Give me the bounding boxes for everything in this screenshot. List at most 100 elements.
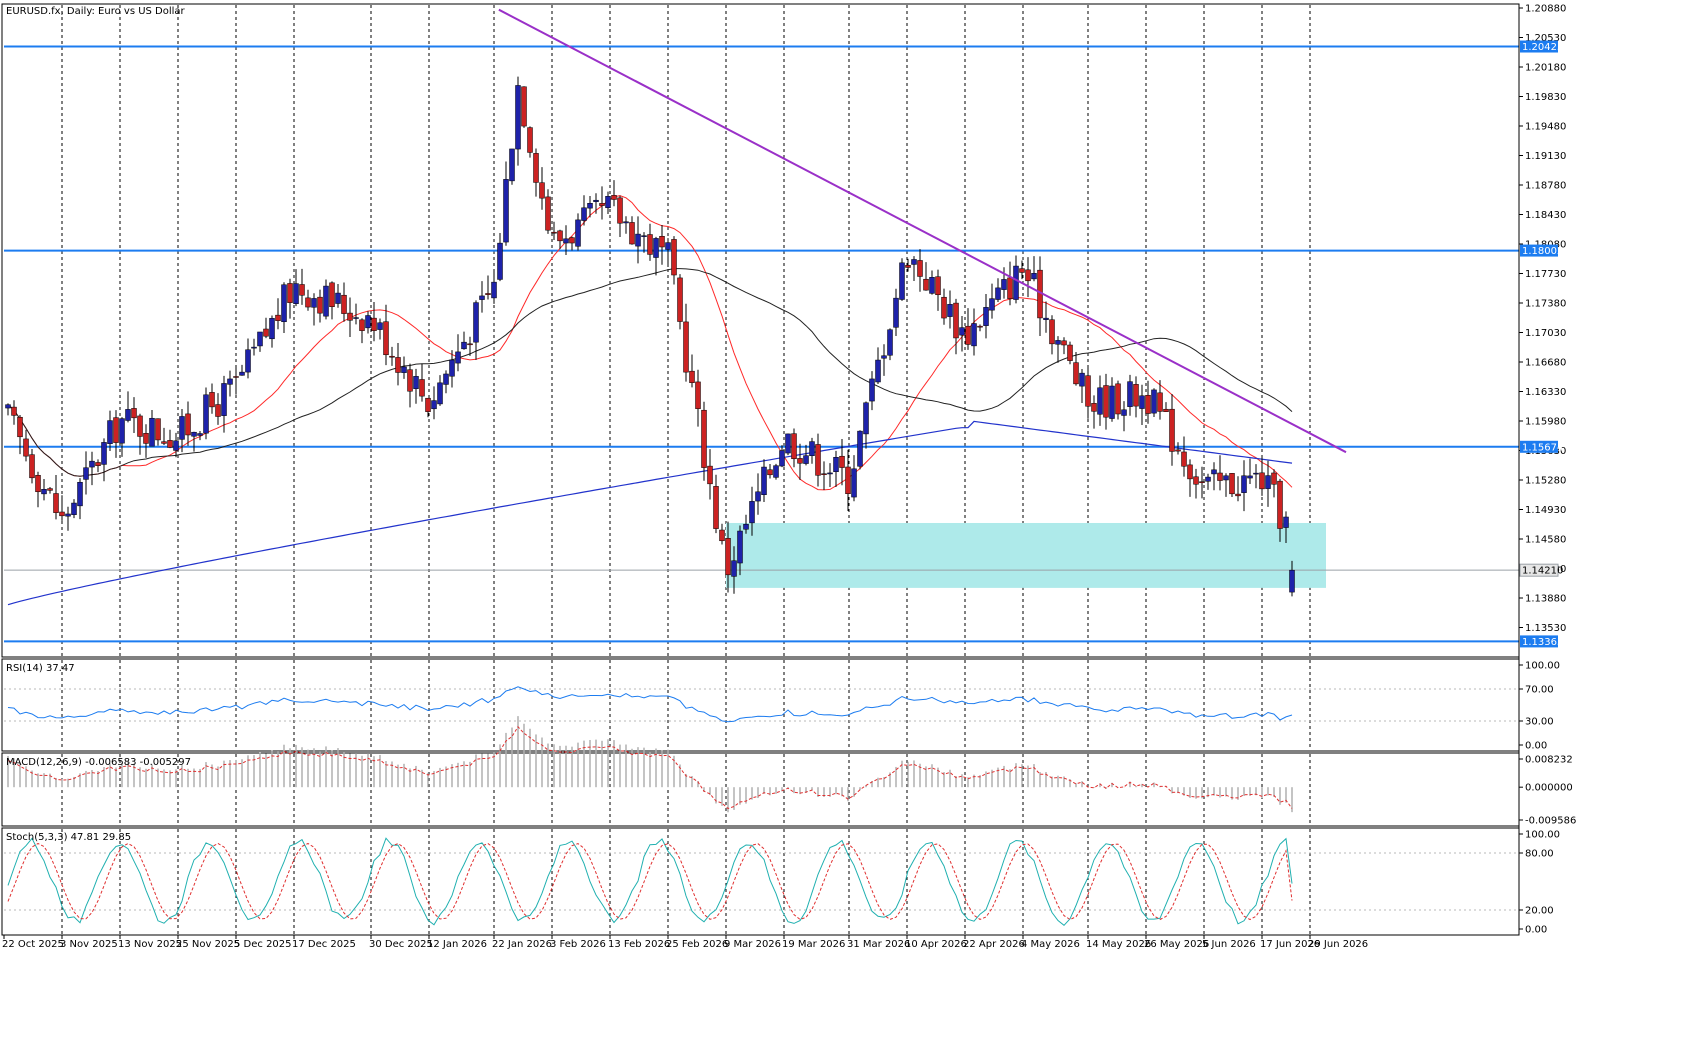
candle[interactable]: [437, 375, 443, 406]
candle[interactable]: [677, 274, 683, 330]
candle[interactable]: [647, 223, 653, 261]
candle[interactable]: [1055, 336, 1061, 363]
candle[interactable]: [905, 258, 911, 272]
candle[interactable]: [389, 346, 395, 366]
candle[interactable]: [317, 289, 323, 323]
candle[interactable]: [1187, 459, 1193, 497]
candle[interactable]: [341, 282, 347, 322]
candle[interactable]: [941, 288, 947, 325]
candle[interactable]: [659, 225, 665, 265]
candle[interactable]: [197, 430, 203, 441]
candle[interactable]: [365, 311, 371, 334]
candle[interactable]: [311, 293, 317, 326]
candle[interactable]: [323, 279, 329, 320]
candle[interactable]: [1127, 374, 1133, 416]
candle[interactable]: [845, 449, 851, 512]
candle[interactable]: [1037, 256, 1043, 337]
candle[interactable]: [737, 525, 743, 576]
candle[interactable]: [851, 455, 857, 502]
candle[interactable]: [209, 383, 215, 414]
candle[interactable]: [203, 387, 209, 440]
candle[interactable]: [329, 281, 335, 320]
candle[interactable]: [1169, 393, 1175, 466]
candle[interactable]: [1277, 478, 1283, 542]
candle[interactable]: [953, 298, 959, 355]
candle[interactable]: [119, 417, 125, 457]
candle[interactable]: [1115, 380, 1121, 420]
candle[interactable]: [653, 236, 659, 276]
candle[interactable]: [779, 445, 785, 468]
candle[interactable]: [479, 281, 485, 313]
candle[interactable]: [1091, 395, 1097, 429]
candle[interactable]: [743, 514, 749, 534]
candle[interactable]: [641, 232, 647, 253]
candle[interactable]: [617, 195, 623, 238]
candle[interactable]: [821, 461, 827, 490]
candle[interactable]: [287, 278, 293, 319]
candle[interactable]: [413, 368, 419, 404]
candle[interactable]: [1289, 560, 1295, 597]
candle[interactable]: [59, 495, 65, 521]
candle[interactable]: [1145, 380, 1151, 424]
candle[interactable]: [569, 236, 575, 251]
candle[interactable]: [875, 347, 881, 385]
candle[interactable]: [809, 437, 815, 464]
candle[interactable]: [1181, 436, 1187, 477]
candle[interactable]: [1241, 460, 1247, 512]
candle[interactable]: [881, 344, 887, 376]
candle[interactable]: [887, 328, 893, 361]
candle[interactable]: [467, 336, 473, 356]
candle[interactable]: [707, 449, 713, 500]
demand-zone[interactable]: [726, 522, 1326, 588]
candle[interactable]: [839, 438, 845, 486]
candle[interactable]: [863, 401, 869, 449]
candle[interactable]: [107, 410, 113, 451]
descending-trendline[interactable]: [498, 8, 1347, 454]
candle[interactable]: [1199, 466, 1205, 499]
candle[interactable]: [1079, 369, 1085, 404]
candle[interactable]: [299, 268, 305, 305]
candle[interactable]: [701, 401, 707, 481]
candle[interactable]: [587, 195, 593, 218]
candle[interactable]: [1139, 384, 1145, 426]
candle[interactable]: [833, 450, 839, 488]
candle[interactable]: [5, 403, 11, 416]
candle[interactable]: [899, 258, 905, 301]
candle[interactable]: [401, 356, 407, 379]
candle[interactable]: [179, 409, 185, 453]
candle[interactable]: [947, 290, 953, 329]
candle[interactable]: [971, 308, 977, 356]
candle[interactable]: [29, 449, 35, 484]
candle[interactable]: [761, 459, 767, 502]
candle[interactable]: [377, 318, 383, 340]
candle[interactable]: [161, 427, 167, 446]
candle[interactable]: [1217, 455, 1223, 491]
candle[interactable]: [1259, 455, 1265, 496]
candle[interactable]: [557, 229, 563, 250]
candle[interactable]: [977, 324, 983, 332]
candle[interactable]: [83, 451, 89, 495]
candle[interactable]: [1163, 402, 1169, 413]
candle[interactable]: [173, 432, 179, 458]
candle[interactable]: [497, 233, 503, 282]
candle[interactable]: [1073, 352, 1079, 386]
candle[interactable]: [719, 523, 725, 545]
candle[interactable]: [1265, 460, 1271, 507]
candle[interactable]: [185, 401, 191, 446]
candle[interactable]: [1151, 388, 1157, 417]
candle[interactable]: [383, 304, 389, 366]
candle[interactable]: [605, 191, 611, 215]
candle[interactable]: [263, 317, 269, 339]
candle[interactable]: [1025, 257, 1031, 298]
candle[interactable]: [521, 86, 527, 128]
candle[interactable]: [545, 189, 551, 234]
candle[interactable]: [371, 301, 377, 342]
candle[interactable]: [599, 186, 605, 220]
candle[interactable]: [1157, 380, 1163, 420]
candle[interactable]: [1007, 261, 1013, 306]
candle[interactable]: [41, 479, 47, 501]
candle[interactable]: [629, 216, 635, 245]
candle[interactable]: [293, 269, 299, 307]
candle[interactable]: [575, 213, 581, 251]
